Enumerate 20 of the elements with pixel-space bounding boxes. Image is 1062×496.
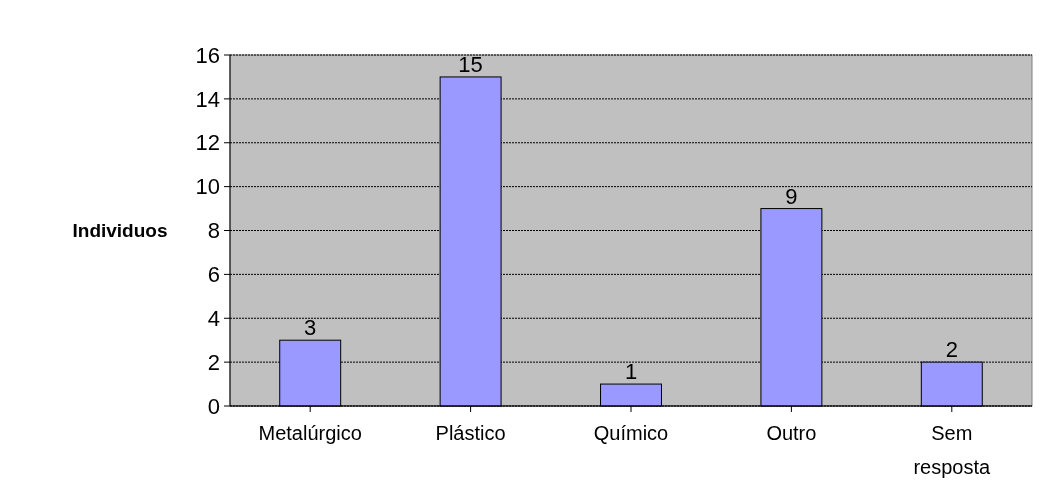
y-tick-label: 2 [207, 349, 220, 375]
data-label: 1 [624, 359, 638, 385]
x-tick-label: Outro [766, 422, 817, 444]
y-tick-label: 12 [195, 130, 220, 156]
x-tick-label: Plástico [435, 422, 506, 444]
y-tick-label: 6 [207, 262, 220, 288]
y-tick-label: 0 [207, 393, 220, 419]
y-tick-label: 4 [207, 305, 220, 331]
x-tick-label: Metalúrgico [258, 422, 362, 444]
data-label: 3 [304, 315, 317, 341]
data-label: 9 [785, 183, 798, 209]
data-label: 15 [458, 51, 483, 77]
y-tick-label: 10 [195, 174, 220, 200]
y-tick-label: 16 [195, 42, 220, 68]
y-tick-label: 14 [195, 86, 220, 112]
y-axis-title: Individuos [72, 220, 168, 242]
x-tick-label: Sem resposta [913, 422, 992, 478]
data-label: 2 [945, 337, 958, 363]
x-tick-label: Químico [593, 422, 669, 444]
y-tick-label: 8 [207, 218, 220, 244]
